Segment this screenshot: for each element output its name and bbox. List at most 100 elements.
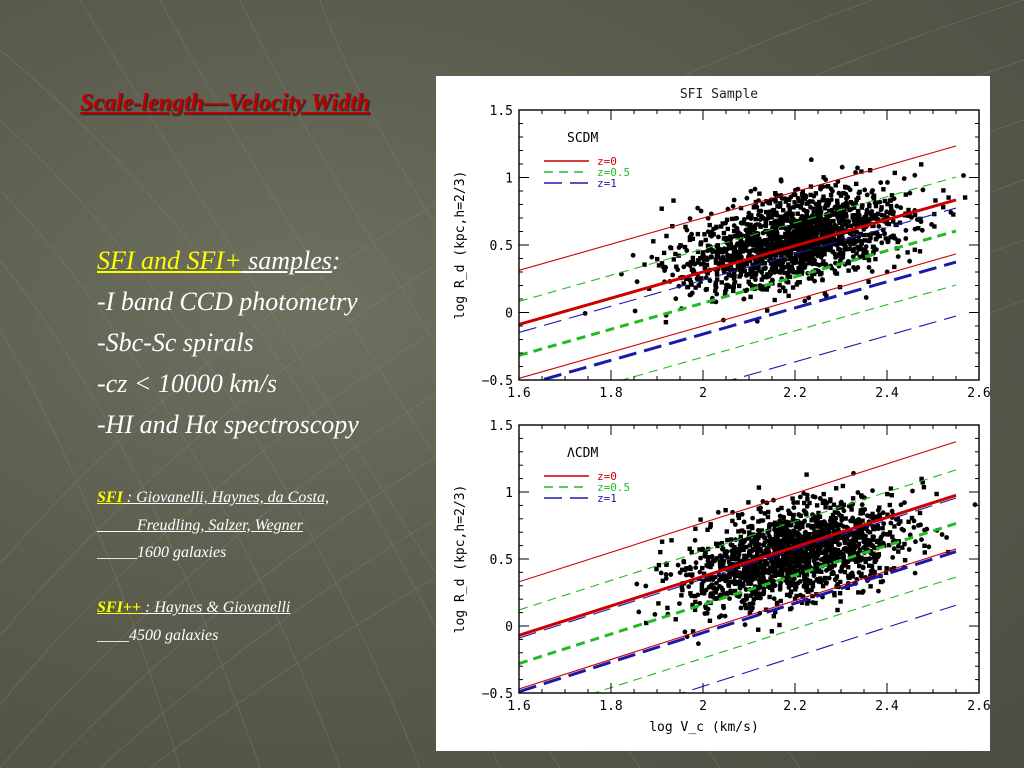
data-point	[670, 272, 675, 278]
data-point	[791, 246, 796, 251]
data-point	[805, 523, 811, 528]
data-point	[881, 187, 886, 192]
data-point	[841, 508, 847, 514]
data-point	[831, 242, 836, 247]
data-point	[749, 607, 754, 613]
data-point	[724, 529, 729, 534]
data-point	[762, 261, 768, 266]
data-point	[877, 233, 883, 239]
data-point	[795, 500, 800, 505]
data-point	[919, 162, 924, 167]
data-point	[802, 265, 808, 270]
x-tick-label: 2.6	[967, 699, 990, 714]
data-point	[742, 602, 748, 608]
data-point	[887, 542, 892, 548]
data-point	[680, 587, 685, 593]
data-point	[856, 190, 862, 196]
data-point	[677, 601, 682, 606]
data-point	[720, 546, 725, 552]
data-point	[766, 209, 772, 215]
data-point	[789, 582, 794, 587]
data-point	[919, 476, 924, 482]
model-line-z0-upper	[519, 441, 957, 583]
data-point	[845, 185, 851, 191]
data-point	[795, 562, 800, 567]
data-point	[779, 225, 784, 230]
data-point	[725, 282, 731, 288]
data-point	[862, 507, 868, 512]
data-point	[663, 572, 669, 577]
data-point	[755, 551, 760, 556]
data-point	[777, 283, 782, 288]
data-point	[725, 537, 730, 543]
data-point	[782, 242, 788, 247]
data-point	[813, 261, 819, 267]
legend-label: z=0	[597, 155, 617, 168]
data-point	[695, 592, 701, 598]
data-point	[786, 567, 791, 572]
data-point	[694, 276, 700, 282]
data-point	[761, 565, 766, 571]
data-point	[884, 566, 889, 571]
data-point	[853, 267, 858, 272]
data-point	[795, 211, 800, 216]
data-point	[767, 201, 773, 206]
data-point	[877, 505, 882, 510]
data-point	[902, 541, 907, 547]
chart-title: SFI Sample	[680, 87, 758, 102]
data-point	[817, 529, 822, 534]
data-point	[791, 205, 796, 210]
data-point	[818, 186, 823, 192]
data-point	[784, 592, 790, 598]
data-point	[786, 293, 791, 299]
data-point	[795, 230, 800, 236]
data-point	[736, 529, 741, 534]
data-point	[732, 522, 738, 527]
data-point	[848, 231, 854, 237]
data-point	[777, 518, 783, 523]
data-point	[889, 207, 894, 212]
data-point	[728, 237, 733, 242]
data-point	[801, 260, 806, 265]
y-tick-label: 0	[505, 307, 513, 322]
data-point	[659, 206, 664, 211]
data-point	[813, 524, 818, 529]
data-point	[824, 522, 829, 528]
data-point	[742, 288, 748, 293]
data-point	[867, 563, 872, 568]
data-point	[839, 210, 844, 215]
data-point	[810, 494, 816, 499]
ref-line: _____1600 galaxies	[97, 539, 329, 567]
model-line-z0-lower	[519, 253, 957, 379]
data-point	[679, 593, 684, 598]
data-point	[769, 267, 775, 272]
data-point	[738, 272, 744, 277]
data-point	[913, 539, 918, 545]
data-point	[698, 262, 704, 267]
data-point	[687, 564, 693, 570]
data-point	[752, 186, 758, 192]
data-point	[796, 540, 801, 545]
data-point	[773, 233, 778, 239]
data-point	[773, 197, 778, 203]
data-point	[741, 519, 747, 525]
data-point	[883, 532, 888, 537]
data-point	[721, 236, 727, 241]
data-point	[780, 559, 785, 564]
data-point	[722, 613, 728, 619]
data-point	[810, 225, 815, 231]
data-point	[742, 567, 747, 572]
data-point	[803, 510, 808, 515]
data-point	[837, 591, 843, 596]
data-point	[743, 605, 749, 611]
data-point	[720, 221, 725, 226]
data-point	[811, 531, 816, 536]
data-point	[870, 488, 875, 493]
data-point	[772, 583, 778, 588]
data-point	[687, 260, 693, 266]
data-point	[707, 278, 713, 284]
data-point	[808, 220, 814, 226]
data-point	[816, 524, 821, 529]
data-point	[671, 257, 676, 262]
data-point	[766, 284, 771, 289]
